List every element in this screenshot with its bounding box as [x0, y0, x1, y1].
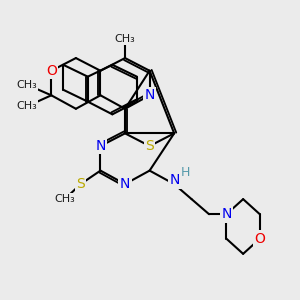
Text: N: N	[170, 173, 180, 187]
Text: CH₃: CH₃	[16, 101, 37, 111]
Text: CH₃: CH₃	[115, 34, 135, 44]
Text: CH₃: CH₃	[16, 80, 37, 90]
Text: O: O	[46, 64, 57, 78]
Text: H: H	[181, 167, 190, 179]
Text: N: N	[95, 139, 106, 153]
Text: N: N	[120, 177, 130, 191]
Text: O: O	[254, 232, 265, 246]
Text: CH₃: CH₃	[54, 194, 75, 204]
Text: N: N	[221, 207, 232, 221]
Text: S: S	[145, 139, 154, 153]
Text: N: N	[144, 88, 155, 102]
Text: S: S	[76, 177, 85, 191]
